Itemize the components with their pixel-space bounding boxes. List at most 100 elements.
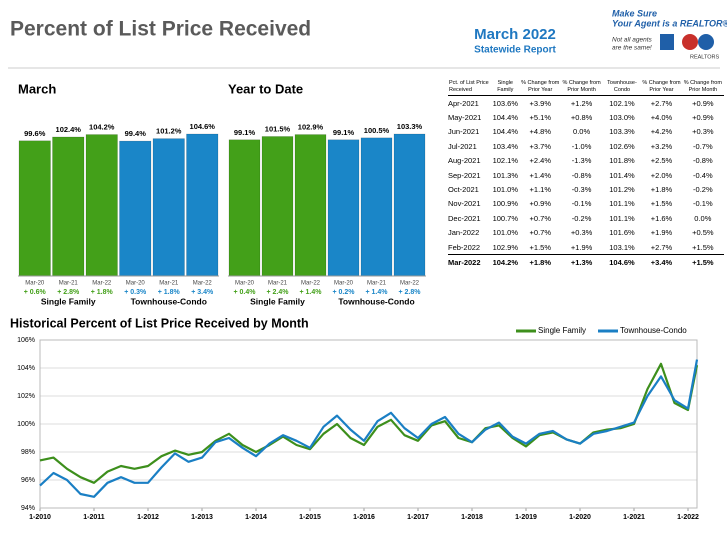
y-tick-label: 102% <box>17 393 35 400</box>
category-label: Mar-22 <box>301 281 321 287</box>
table-cell: 0.0% <box>694 213 712 223</box>
logo-icon <box>682 34 698 50</box>
table-cell: 104.6% <box>602 254 642 270</box>
table-row: Dec-2021 100.7% +0.7% -0.2% 101.1% +1.6% 0.0% <box>448 211 724 225</box>
table-cell: +2.5% <box>650 156 673 166</box>
logo-text: Not all agents <box>612 37 652 44</box>
x-tick-label: 1-2019 <box>515 514 537 521</box>
bar <box>327 139 360 277</box>
table-row: Aug-2021 102.1% +2.4% -1.3% 101.8% +2.5% -0.8% <box>448 154 724 168</box>
table-cell: 103.1% <box>609 242 635 252</box>
table-cell: +0.7% <box>529 213 551 223</box>
value-label: 102.9% <box>298 123 324 132</box>
x-tick-label: 1-2022 <box>677 514 699 521</box>
table-cell: +0.7% <box>529 228 551 238</box>
x-tick-label: 1-2017 <box>407 514 429 521</box>
bar <box>119 140 152 277</box>
legend-label: Townhouse-Condo <box>620 326 687 335</box>
change-label: + 0.3% <box>124 289 147 296</box>
change-label: + 2.4% <box>267 289 290 296</box>
column-header: % Change from Prior Month <box>681 80 724 96</box>
table-cell: Jan-2022 <box>448 228 480 238</box>
category-label: Mar-21 <box>59 281 79 287</box>
table-cell: 101.1% <box>609 213 635 223</box>
change-label: + 3.4% <box>191 289 214 296</box>
table-cell: 104.4% <box>492 127 518 137</box>
category-label: Mar-22 <box>400 281 420 287</box>
value-label: 99.1% <box>333 128 355 137</box>
data-table: Pct. of List Price Received Single Family… <box>448 80 724 270</box>
bar <box>393 133 426 277</box>
bar <box>18 140 51 277</box>
table-cell: +1.1% <box>529 185 551 195</box>
value-label: 100.5% <box>364 126 390 135</box>
change-label: + 2.8% <box>57 289 80 296</box>
category-label: Mar-22 <box>193 281 213 287</box>
table-cell: +0.8% <box>570 113 593 123</box>
y-tick-label: 100% <box>17 421 35 428</box>
bar <box>360 137 393 277</box>
table-cell: -0.3% <box>571 185 592 195</box>
table-cell: +1.9% <box>650 228 673 238</box>
table-cell: +1.6% <box>650 213 673 223</box>
x-tick-label: 1-2013 <box>191 514 213 521</box>
table-cell: -0.8% <box>571 170 592 180</box>
table-row: Oct-2021 101.0% +1.1% -0.3% 101.2% +1.8% -0.2% <box>448 182 724 196</box>
y-tick-label: 98% <box>21 449 35 456</box>
table-cell: Nov-2021 <box>448 199 481 209</box>
table-cell: +0.9% <box>529 199 551 209</box>
table-cell: +0.3% <box>692 127 714 137</box>
table-cell: +4.0% <box>650 113 673 123</box>
table-cell: 101.0% <box>492 228 518 238</box>
table-cell: +0.3% <box>570 228 593 238</box>
change-label: + 0.6% <box>24 289 47 296</box>
table-cell: Jun-2021 <box>448 127 480 137</box>
page-title: Percent of List Price Received <box>10 18 311 41</box>
table-cell: 101.8% <box>609 156 635 166</box>
table-row: Nov-2021 100.9% +0.9% -0.1% 101.1% +1.5% -0.1% <box>448 197 724 211</box>
change-label: + 0.4% <box>234 289 257 296</box>
table-row: May-2021 104.4% +5.1% +0.8% 103.0% +4.0% +0.9% <box>448 110 724 124</box>
table-cell: +0.9% <box>692 98 714 108</box>
table-cell: 102.1% <box>609 98 635 108</box>
group-label: Single Family <box>250 296 305 306</box>
table-row: Mar-2022 104.2% +1.8% +1.3% 104.6% +3.4% +1.5% <box>448 254 724 270</box>
table-cell: 101.2% <box>609 185 635 195</box>
column-header: Townhouse-Condo <box>602 80 642 96</box>
table-cell: 102.9% <box>492 242 518 252</box>
bar <box>52 136 85 277</box>
table-cell: Dec-2021 <box>448 213 481 223</box>
logo-text: are the same! <box>612 45 652 52</box>
change-label: + 0.2% <box>333 289 356 296</box>
bar <box>152 138 185 277</box>
table-cell: +2.7% <box>650 98 673 108</box>
table-cell: Aug-2021 <box>448 156 481 166</box>
table-cell: +1.8% <box>520 254 561 270</box>
category-label: Mar-20 <box>126 281 146 287</box>
table-cell: -0.7% <box>693 141 713 151</box>
category-label: Mar-21 <box>159 281 179 287</box>
change-label: + 1.8% <box>91 289 114 296</box>
table-cell: +1.5% <box>681 254 724 270</box>
table-cell: 103.4% <box>492 141 518 151</box>
table-cell: -1.3% <box>571 156 592 166</box>
value-label: 101.5% <box>265 124 291 133</box>
change-label: + 1.4% <box>366 289 389 296</box>
table-cell: -0.2% <box>571 213 592 223</box>
table-cell: +1.5% <box>529 242 551 252</box>
table-cell: +2.4% <box>529 156 551 166</box>
table-cell: +2.7% <box>650 242 673 252</box>
logo-text: REALTORS <box>690 54 719 60</box>
table-cell: 101.3% <box>492 170 518 180</box>
table-cell: 102.1% <box>492 156 518 166</box>
y-tick-label: 96% <box>21 477 35 484</box>
table-cell: 103.6% <box>492 98 518 108</box>
value-label: 103.3% <box>397 122 423 131</box>
x-tick-label: 1-2016 <box>353 514 375 521</box>
plot-frame <box>39 339 698 509</box>
table-cell: 103.3% <box>609 127 635 137</box>
table-cell: 104.4% <box>492 113 518 123</box>
table-cell: Feb-2022 <box>448 242 481 252</box>
table-cell: +5.1% <box>529 113 551 123</box>
